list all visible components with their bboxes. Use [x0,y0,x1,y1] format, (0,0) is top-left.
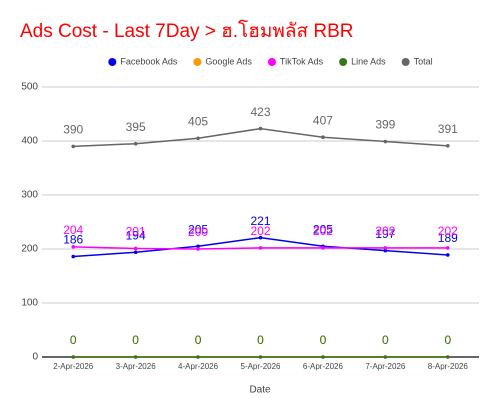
data-label: 0 [382,333,389,347]
data-point [445,253,450,257]
data-label: 395 [126,120,146,134]
data-label: 204 [63,223,83,237]
data-point [321,355,325,359]
data-point [445,246,450,250]
data-label: 0 [195,333,202,347]
data-label: 0 [132,333,139,347]
data-label: 202 [375,224,395,238]
legend-label: Google Ads [205,56,252,66]
data-label: 0 [320,333,327,347]
legend-label: Total [414,56,433,66]
data-point [321,135,325,140]
x-tick-label: 5-Apr-2026 [240,362,281,371]
legend-label: TikTok Ads [280,56,324,66]
y-tick-label: 100 [21,298,38,309]
data-point [445,355,450,359]
legend-label: Line Ads [351,56,386,66]
data-label: 202 [250,224,270,238]
data-point [258,126,263,131]
data-label: 407 [313,113,333,127]
data-label: 0 [70,333,77,347]
chart-title: Ads Cost - Last 7Day > ฮ.โฮมพลัส RBR [20,19,354,42]
data-point [196,355,200,359]
data-point [71,355,76,359]
y-tick-label: 0 [32,352,38,363]
data-point [258,355,263,359]
data-point [133,246,138,251]
data-label: 0 [132,333,139,347]
data-point [196,247,200,251]
x-axis-label: Date [249,385,271,396]
legend-marker [339,58,348,66]
data-point [445,144,450,148]
data-point [71,245,76,249]
data-label: 0 [195,333,202,347]
data-label: 221 [250,214,270,228]
data-label: 200 [188,225,208,239]
x-tick-label: 6-Apr-2026 [303,362,344,371]
data-point [258,235,263,240]
data-point [133,141,138,146]
data-label: 0 [444,333,451,347]
data-point [133,250,138,255]
data-label: 205 [188,222,208,236]
data-label: 0 [257,333,264,347]
data-point [133,355,138,359]
data-label: 0 [70,333,77,347]
data-label: 0 [257,333,264,347]
data-label: 399 [375,118,395,132]
y-tick-label: 300 [21,190,38,201]
data-label: 205 [313,222,333,236]
y-tick-label: 500 [21,82,38,93]
y-tick-label: 400 [21,136,38,147]
legend-marker [193,58,202,66]
data-label: 197 [375,227,395,241]
data-point [196,244,200,249]
x-tick-label: 8-Apr-2026 [428,362,469,371]
legend-marker [108,58,117,66]
data-label: 202 [438,224,458,238]
x-tick-label: 7-Apr-2026 [365,362,406,371]
legend-label: Facebook Ads [120,56,178,66]
data-label: 194 [126,228,146,242]
data-point [383,139,388,144]
x-tick-label: 2-Apr-2026 [53,362,94,371]
legend-marker [267,58,276,66]
y-tick-label: 200 [21,244,38,255]
data-label: 405 [188,114,208,128]
data-label: 186 [63,233,83,247]
data-label: 0 [382,333,389,347]
data-point [258,246,263,250]
data-point [383,355,388,359]
data-point [383,248,388,253]
data-label: 201 [126,225,146,239]
data-label: 202 [313,224,333,238]
legend-marker [401,58,410,66]
data-point [321,246,325,250]
data-label: 423 [250,105,270,119]
data-label: 391 [438,122,458,136]
data-point [383,246,388,250]
data-label: 189 [438,231,458,245]
data-label: 0 [320,333,327,347]
data-label: 390 [63,123,83,137]
x-tick-label: 3-Apr-2026 [116,362,157,371]
x-tick-label: 4-Apr-2026 [178,362,219,371]
data-point [71,254,76,259]
data-label: 0 [444,333,451,347]
data-point [196,136,200,141]
data-point [71,144,76,149]
